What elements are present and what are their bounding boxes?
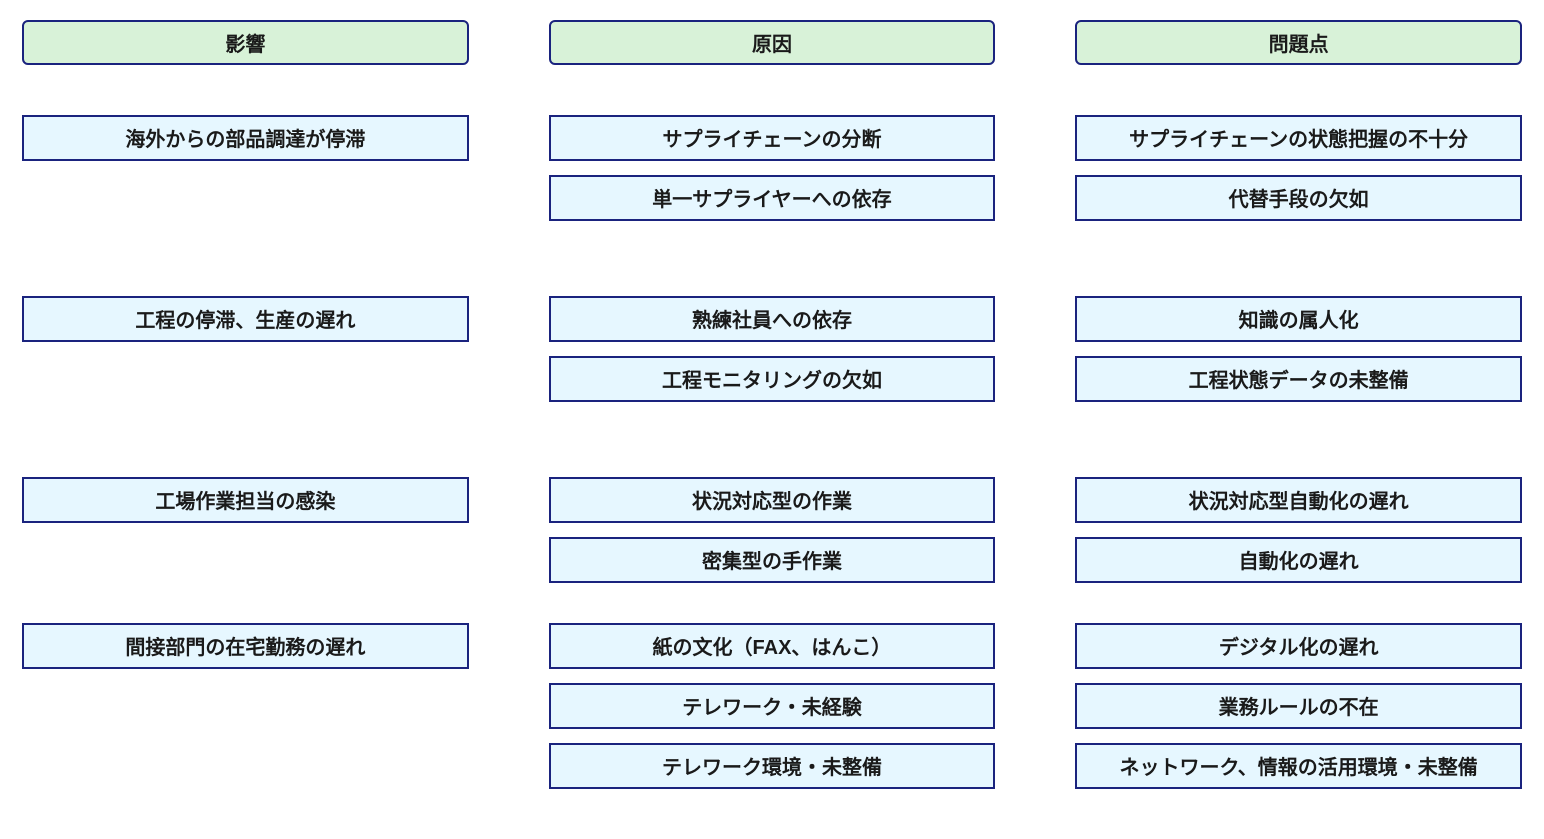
group-impact-4: 間接部門の在宅勤務の遅れ: [22, 623, 469, 669]
cell-problem-4-3: ネットワーク、情報の活用環境・未整備: [1075, 743, 1522, 789]
cell-problem-1-1: サプライチェーンの状態把握の不十分: [1075, 115, 1522, 161]
cell-problem-4-1: デジタル化の遅れ: [1075, 623, 1522, 669]
column-header-problem: 問題点: [1075, 20, 1522, 65]
cell-cause-1-2: 単一サプライヤーへの依存: [549, 175, 996, 221]
cell-problem-1-2: 代替手段の欠如: [1075, 175, 1522, 221]
cell-cause-1-1: サプライチェーンの分断: [549, 115, 996, 161]
group-problem-3: 状況対応型自動化の遅れ 自動化の遅れ: [1075, 477, 1522, 583]
group-cause-1: サプライチェーンの分断 単一サプライヤーへの依存: [549, 115, 996, 221]
group-problem-2: 知識の属人化 工程状態データの未整備: [1075, 296, 1522, 402]
cell-cause-4-3: テレワーク環境・未整備: [549, 743, 996, 789]
group-impact-2: 工程の停滞、生産の遅れ: [22, 296, 469, 402]
cell-impact-1-1: 海外からの部品調達が停滞: [22, 115, 469, 161]
cell-cause-3-2: 密集型の手作業: [549, 537, 996, 583]
group-impact-1: 海外からの部品調達が停滞: [22, 115, 469, 221]
column-header-cause: 原因: [549, 20, 996, 65]
cell-problem-2-2: 工程状態データの未整備: [1075, 356, 1522, 402]
group-problem-4: デジタル化の遅れ 業務ルールの不在 ネットワーク、情報の活用環境・未整備: [1075, 623, 1522, 789]
group-cause-3: 状況対応型の作業 密集型の手作業: [549, 477, 996, 583]
group-cause-4: 紙の文化（FAX、はんこ） テレワーク・未経験 テレワーク環境・未整備: [549, 623, 996, 789]
cell-problem-2-1: 知識の属人化: [1075, 296, 1522, 342]
column-impact: 影響 海外からの部品調達が停滞 工程の停滞、生産の遅れ 工場作業担当の感染 間接…: [22, 20, 469, 789]
group-problem-1: サプライチェーンの状態把握の不十分 代替手段の欠如: [1075, 115, 1522, 221]
cell-problem-3-2: 自動化の遅れ: [1075, 537, 1522, 583]
cell-problem-3-1: 状況対応型自動化の遅れ: [1075, 477, 1522, 523]
group-cause-2: 熟練社員への依存 工程モニタリングの欠如: [549, 296, 996, 402]
column-cause: 原因 サプライチェーンの分断 単一サプライヤーへの依存 熟練社員への依存 工程モ…: [549, 20, 996, 789]
cell-problem-4-2: 業務ルールの不在: [1075, 683, 1522, 729]
cell-cause-4-2: テレワーク・未経験: [549, 683, 996, 729]
cell-impact-2-1: 工程の停滞、生産の遅れ: [22, 296, 469, 342]
cell-cause-2-1: 熟練社員への依存: [549, 296, 996, 342]
cell-cause-4-1: 紙の文化（FAX、はんこ）: [549, 623, 996, 669]
diagram-root: 影響 海外からの部品調達が停滞 工程の停滞、生産の遅れ 工場作業担当の感染 間接…: [22, 20, 1522, 789]
cell-cause-3-1: 状況対応型の作業: [549, 477, 996, 523]
column-header-impact: 影響: [22, 20, 469, 65]
cell-cause-2-2: 工程モニタリングの欠如: [549, 356, 996, 402]
cell-impact-4-1: 間接部門の在宅勤務の遅れ: [22, 623, 469, 669]
cell-impact-3-1: 工場作業担当の感染: [22, 477, 469, 523]
column-problem: 問題点 サプライチェーンの状態把握の不十分 代替手段の欠如 知識の属人化 工程状…: [1075, 20, 1522, 789]
group-impact-3: 工場作業担当の感染: [22, 477, 469, 583]
